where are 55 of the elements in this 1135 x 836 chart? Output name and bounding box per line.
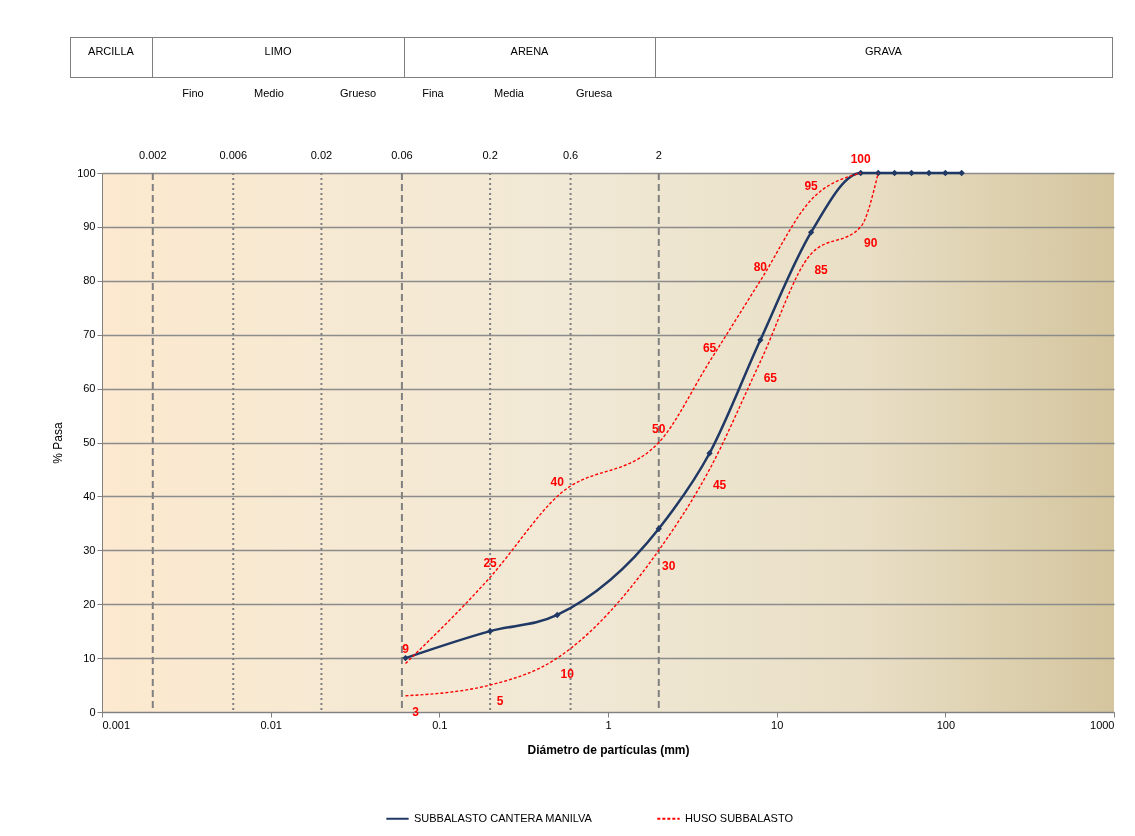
legend-label: HUSO SUBBALASTO (685, 811, 794, 824)
x-tick-label: 10 (771, 718, 784, 731)
ref-line-label: 0.6 (562, 149, 579, 161)
x-tick-label: 100 (936, 718, 956, 731)
x-tick-label: 1 (605, 718, 612, 731)
text: Fina (422, 87, 444, 99)
text: Gruesa (575, 87, 613, 99)
data-label: 95 (804, 178, 819, 193)
text: Grueso (339, 87, 377, 99)
data-label: 50 (652, 421, 666, 436)
text: Fino (182, 87, 204, 99)
x-axis-title: Diámetro de partículas (mm) (527, 742, 690, 757)
data-label: 100 (850, 152, 872, 166)
data-label: 65 (702, 340, 717, 355)
ref-line-label: 0.006 (219, 149, 248, 161)
x-tick-label: 1000 (1090, 718, 1115, 731)
data-label: 10 (560, 667, 575, 682)
data-label: 40 (550, 475, 565, 490)
ref-line-label: 2 (655, 149, 662, 161)
y-tick-label: 30 (83, 543, 96, 556)
data-label: 25 (483, 556, 498, 571)
text: GRAVA (865, 45, 902, 57)
ref-line-label: 0.2 (482, 149, 498, 161)
y-axis-title: % Pasa (51, 422, 66, 464)
y-tick-label: 100 (77, 166, 96, 179)
data-label: 30 (662, 559, 676, 574)
ref-line-label: 0.002 (139, 149, 167, 161)
y-tick-label: 40 (83, 489, 96, 502)
x-tick-label: 0.01 (260, 718, 282, 731)
data-label: 85 (814, 262, 829, 277)
legend-label: SUBBALASTO CANTERA MANILVA (414, 811, 593, 824)
data-label: 80 (753, 259, 768, 274)
text: LIMO (264, 45, 292, 57)
x-tick-label: 0.001 (102, 718, 131, 731)
text: ARCILLA (88, 45, 134, 57)
data-label: 5 (496, 694, 504, 709)
data-label: 90 (864, 235, 878, 250)
text: ARENA (510, 45, 549, 57)
y-tick-label: 50 (83, 436, 96, 448)
y-tick-label: 60 (83, 382, 96, 395)
ref-line-label: 0.02 (310, 149, 333, 161)
data-label: 45 (712, 478, 727, 493)
y-tick-label: 70 (83, 328, 96, 341)
data-label: 65 (763, 370, 778, 385)
x-tick-label: 0.1 (432, 718, 448, 731)
y-tick-label: 10 (83, 651, 96, 664)
y-tick-label: 20 (83, 597, 96, 610)
data-label: 3 (412, 704, 420, 719)
data-label: 9 (402, 642, 410, 657)
ref-line-label: 0.06 (391, 149, 413, 161)
y-tick-label: 80 (83, 274, 96, 287)
y-tick-label: 0 (89, 705, 96, 718)
text: Medio (254, 87, 284, 99)
text: Media (494, 87, 524, 99)
y-tick-label: 90 (83, 220, 96, 233)
